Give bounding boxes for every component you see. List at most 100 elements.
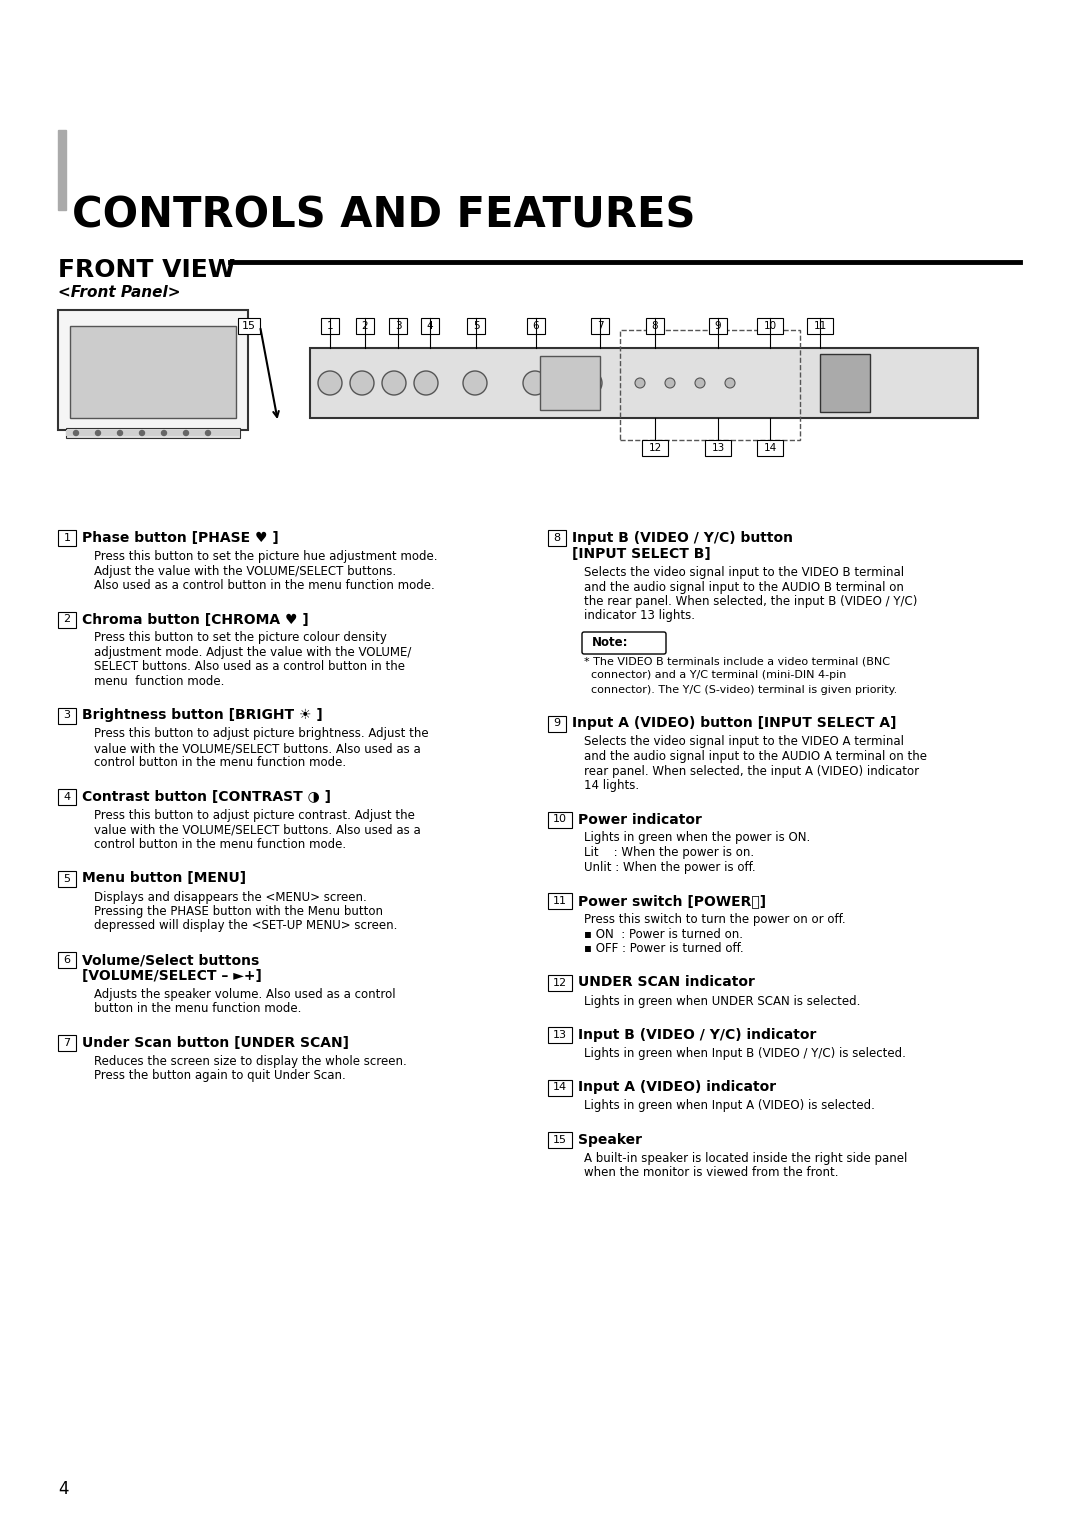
Bar [356, 318, 374, 335]
Bar [705, 440, 731, 455]
Bar [591, 318, 609, 335]
Text: Volume/Select buttons: Volume/Select buttons [82, 953, 259, 967]
Text: 4: 4 [58, 1481, 68, 1497]
Circle shape [463, 371, 487, 396]
Text: ▪ OFF : Power is turned off.: ▪ OFF : Power is turned off. [584, 941, 744, 955]
Bar [708, 318, 727, 335]
Circle shape [205, 431, 211, 435]
Circle shape [414, 371, 438, 396]
Text: 10: 10 [553, 814, 567, 825]
Text: 5: 5 [64, 874, 70, 883]
Text: A built-in speaker is located inside the right side panel: A built-in speaker is located inside the… [584, 1152, 907, 1164]
Bar [421, 318, 438, 335]
Text: Selects the video signal input to the VIDEO B terminal: Selects the video signal input to the VI… [584, 565, 904, 579]
Bar [548, 1132, 572, 1148]
Text: 13: 13 [553, 1030, 567, 1041]
Text: and the audio signal input to the AUDIO B terminal on: and the audio signal input to the AUDIO … [584, 581, 904, 593]
Circle shape [665, 377, 675, 388]
Bar [58, 530, 76, 545]
Text: [VOLUME/SELECT – ►+]: [VOLUME/SELECT – ►+] [82, 969, 261, 983]
Bar [58, 310, 248, 429]
Text: Lights in green when the power is ON.: Lights in green when the power is ON. [584, 831, 810, 845]
Text: 1: 1 [326, 321, 334, 332]
Text: [INPUT SELECT B]: [INPUT SELECT B] [572, 547, 711, 561]
Text: Press this button to adjust picture brightness. Adjust the: Press this button to adjust picture brig… [94, 727, 429, 741]
Text: when the monitor is viewed from the front.: when the monitor is viewed from the fron… [584, 1166, 838, 1180]
Circle shape [382, 371, 406, 396]
Text: indicator 13 lights.: indicator 13 lights. [584, 610, 696, 622]
Text: ▪ ON  : Power is turned on.: ▪ ON : Power is turned on. [584, 927, 743, 941]
Bar [70, 325, 237, 419]
Bar [548, 1079, 572, 1096]
Text: 6: 6 [64, 955, 70, 966]
Text: Power indicator: Power indicator [578, 813, 702, 827]
Bar [548, 892, 572, 909]
Bar [321, 318, 339, 335]
Text: 9: 9 [715, 321, 721, 332]
Text: depressed will display the <SET-UP MENU> screen.: depressed will display the <SET-UP MENU>… [94, 920, 397, 932]
Text: 15: 15 [553, 1135, 567, 1144]
Text: 15: 15 [242, 321, 256, 332]
Text: value with the VOLUME/SELECT buttons. Also used as a: value with the VOLUME/SELECT buttons. Al… [94, 824, 421, 836]
Text: 13: 13 [712, 443, 725, 452]
Bar [807, 318, 833, 335]
Text: Adjust the value with the VOLUME/SELECT buttons.: Adjust the value with the VOLUME/SELECT … [94, 564, 396, 578]
Circle shape [118, 431, 122, 435]
Bar [548, 1027, 572, 1044]
Text: adjustment mode. Adjust the value with the VOLUME/: adjustment mode. Adjust the value with t… [94, 646, 411, 659]
Text: Menu button [MENU]: Menu button [MENU] [82, 871, 246, 886]
Text: Lights in green when Input A (VIDEO) is selected.: Lights in green when Input A (VIDEO) is … [584, 1100, 875, 1112]
Text: 7: 7 [64, 1038, 70, 1048]
Circle shape [95, 431, 100, 435]
Bar [58, 707, 76, 723]
Bar [58, 130, 66, 209]
Text: 14: 14 [764, 443, 777, 452]
Text: <Front Panel>: <Front Panel> [58, 286, 180, 299]
Circle shape [73, 431, 79, 435]
Text: Input B (VIDEO / Y/C) button: Input B (VIDEO / Y/C) button [572, 532, 793, 545]
Text: Reduces the screen size to display the whole screen.: Reduces the screen size to display the w… [94, 1054, 407, 1068]
Text: 4: 4 [427, 321, 433, 332]
Text: control button in the menu function mode.: control button in the menu function mode… [94, 837, 346, 851]
Text: Pressing the PHASE button with the Menu button: Pressing the PHASE button with the Menu … [94, 905, 383, 918]
Text: CONTROLS AND FEATURES: CONTROLS AND FEATURES [72, 196, 696, 237]
Circle shape [162, 431, 166, 435]
Text: 10: 10 [764, 321, 777, 332]
Text: Lights in green when UNDER SCAN is selected.: Lights in green when UNDER SCAN is selec… [584, 995, 861, 1007]
Text: 12: 12 [553, 978, 567, 987]
Bar [58, 871, 76, 886]
Bar [548, 530, 566, 545]
Text: SELECT buttons. Also used as a control button in the: SELECT buttons. Also used as a control b… [94, 660, 405, 674]
Text: Press this button to set the picture hue adjustment mode.: Press this button to set the picture hue… [94, 550, 437, 562]
Bar [548, 811, 572, 828]
Text: value with the VOLUME/SELECT buttons. Also used as a: value with the VOLUME/SELECT buttons. Al… [94, 743, 421, 755]
Text: UNDER SCAN indicator: UNDER SCAN indicator [578, 975, 755, 990]
Bar [646, 318, 664, 335]
Text: 6: 6 [532, 321, 539, 332]
Bar [66, 428, 240, 439]
Text: rear panel. When selected, the input A (VIDEO) indicator: rear panel. When selected, the input A (… [584, 764, 919, 778]
Circle shape [350, 371, 374, 396]
Text: Unlit : When the power is off.: Unlit : When the power is off. [584, 860, 756, 874]
Text: 14 lights.: 14 lights. [584, 779, 639, 792]
Bar [540, 356, 600, 410]
Text: 2: 2 [64, 614, 70, 625]
Circle shape [139, 431, 145, 435]
Text: Input B (VIDEO / Y/C) indicator: Input B (VIDEO / Y/C) indicator [578, 1028, 816, 1042]
Text: Lit    : When the power is on.: Lit : When the power is on. [584, 847, 754, 859]
Text: Phase button [PHASE ♥ ]: Phase button [PHASE ♥ ] [82, 532, 279, 545]
Text: 1: 1 [64, 533, 70, 542]
Text: button in the menu function mode.: button in the menu function mode. [94, 1002, 301, 1016]
Text: Input A (VIDEO) indicator: Input A (VIDEO) indicator [578, 1080, 777, 1094]
Circle shape [725, 377, 735, 388]
Bar [310, 348, 978, 419]
Text: Selects the video signal input to the VIDEO A terminal: Selects the video signal input to the VI… [584, 735, 904, 749]
Text: menu  function mode.: menu function mode. [94, 675, 225, 688]
Text: 5: 5 [473, 321, 480, 332]
Text: the rear panel. When selected, the input B (VIDEO / Y/C): the rear panel. When selected, the input… [584, 594, 917, 608]
Circle shape [578, 371, 602, 396]
Text: connector) and a Y/C terminal (mini-DIN 4-pin: connector) and a Y/C terminal (mini-DIN … [584, 671, 847, 680]
Text: Speaker: Speaker [578, 1132, 642, 1148]
Text: Displays and disappears the <MENU> screen.: Displays and disappears the <MENU> scree… [94, 891, 367, 903]
Bar [66, 429, 240, 435]
